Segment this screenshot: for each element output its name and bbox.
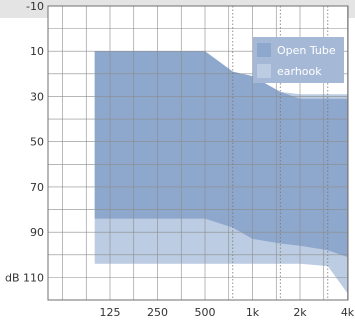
y-tick-label: 10 [30, 45, 44, 58]
legend-label: Open Tube [277, 44, 336, 57]
x-tick-label: 250 [147, 306, 168, 319]
legend: Open Tube earhook [253, 37, 344, 83]
x-tick-label: 4k [341, 306, 355, 319]
y-tick-label: 30 [30, 90, 44, 103]
x-tick-label: 125 [100, 306, 121, 319]
x-axis: 1252505001k2k4k8k [100, 306, 355, 319]
y-axis: -10 10 30 50 70 90 dB 110 [5, 0, 44, 284]
area-layer [94, 51, 348, 294]
series-area-open-tube [94, 51, 348, 258]
grid-layer [47, 5, 349, 301]
y-tick-label: -10 [26, 0, 44, 13]
x-tick-label: 1k [246, 306, 260, 319]
plot-frame [47, 5, 349, 301]
legend-swatch [257, 43, 271, 57]
legend-label: earhook [277, 65, 322, 78]
y-tick-label: 90 [30, 226, 44, 239]
x-tick-label: 500 [195, 306, 216, 319]
y-tick-label: 50 [30, 136, 44, 149]
legend-swatch [257, 64, 271, 78]
x-tick-label: 2k [293, 306, 307, 319]
y-tick-label: dB 110 [5, 271, 44, 284]
y-tick-label: 70 [30, 181, 44, 194]
